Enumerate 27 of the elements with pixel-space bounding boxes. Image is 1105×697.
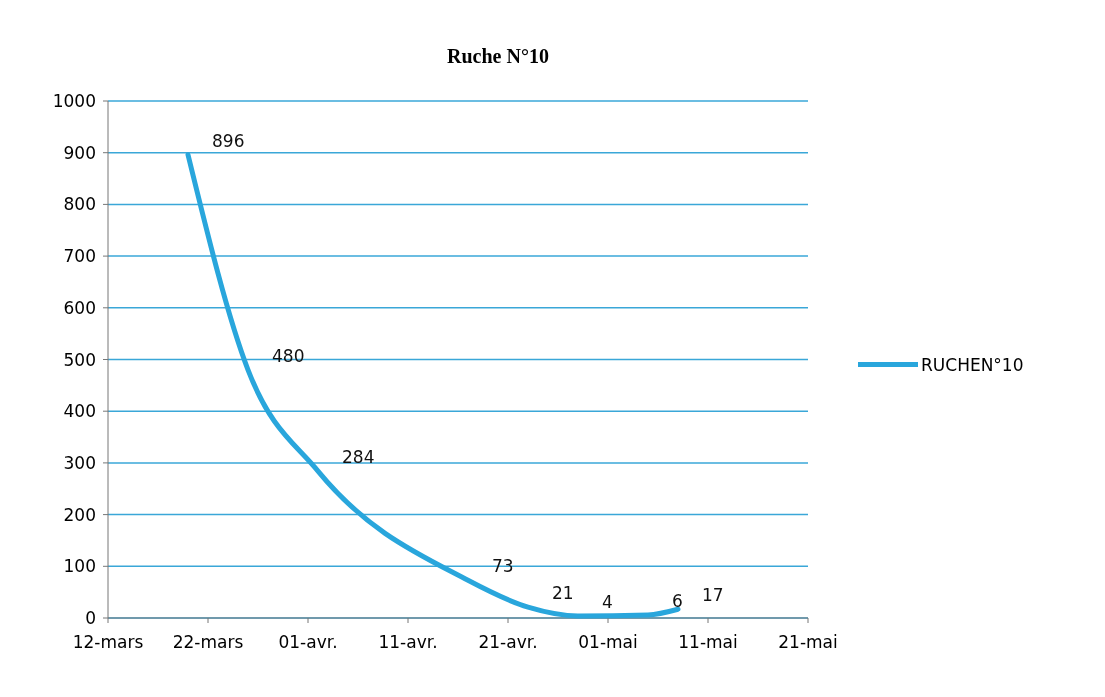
y-tick-label: 800	[63, 194, 96, 215]
x-tick-label: 11-mai	[678, 632, 738, 652]
y-tick-label: 400	[63, 401, 96, 422]
data-label: 4	[602, 591, 613, 612]
y-tick-label: 1000	[52, 91, 96, 111]
y-tick-label: 900	[63, 142, 96, 163]
chart-title: Ruche N°10	[447, 45, 549, 67]
data-label: 21	[552, 583, 574, 604]
y-tick-label: 100	[63, 556, 96, 577]
x-tick-label: 21-mai	[778, 632, 838, 652]
x-tick-label: 11-avr.	[378, 632, 438, 652]
data-label: 17	[702, 585, 724, 606]
data-label: 896	[212, 130, 245, 151]
data-label: 284	[342, 447, 375, 468]
y-tick-label: 600	[63, 297, 96, 318]
x-tick-label: 21-avr.	[478, 632, 538, 652]
y-tick-label: 0	[85, 608, 96, 628]
data-label: 6	[672, 590, 683, 611]
x-tick-label: 01-mai	[578, 632, 638, 652]
y-tick-label: 200	[63, 504, 96, 525]
y-tick-label: 500	[63, 349, 96, 370]
legend-label: RUCHEN°10	[921, 354, 1024, 375]
x-tick-label: 22-mars	[172, 632, 244, 652]
y-tick-label: 700	[63, 246, 96, 267]
x-tick-label: 01-avr.	[278, 632, 338, 652]
y-tick-label: 300	[63, 452, 96, 473]
x-tick-label: 12-mars	[72, 632, 144, 652]
